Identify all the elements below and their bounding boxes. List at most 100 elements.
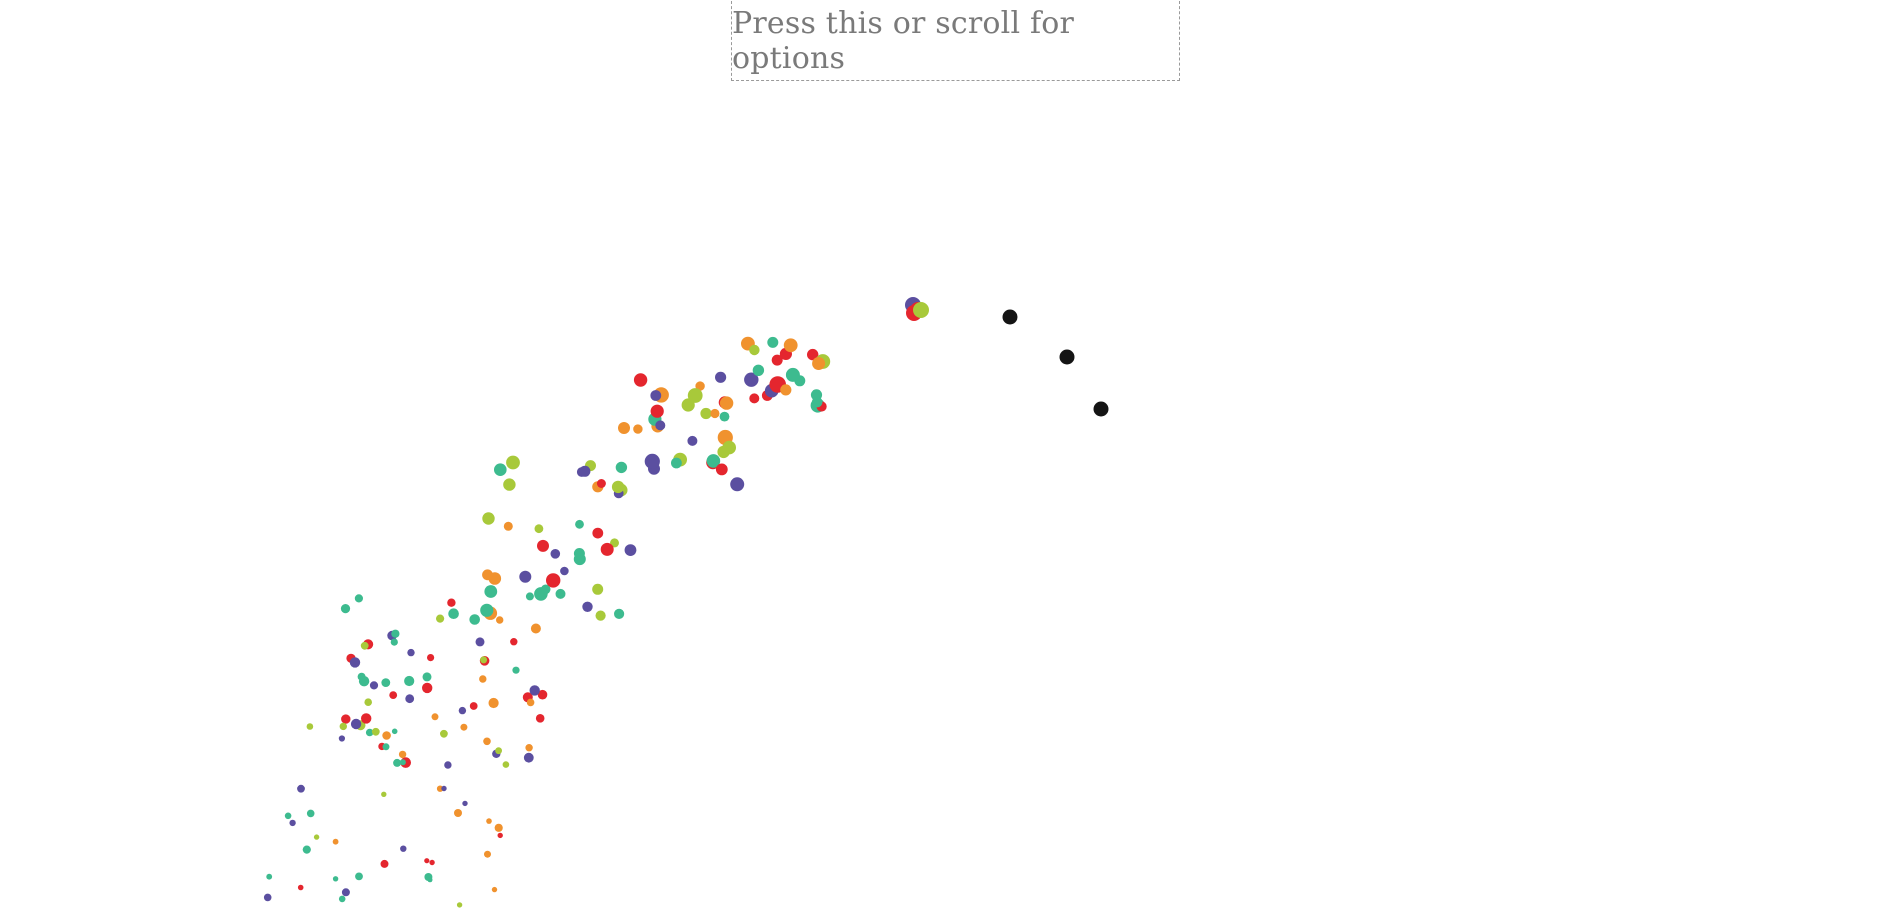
- particle-dot: [486, 818, 492, 824]
- particle-dot: [444, 761, 452, 769]
- particle-dot: [710, 408, 720, 419]
- particle-dot: [502, 761, 510, 768]
- particle-dot: [422, 682, 433, 694]
- particle-dot: [338, 735, 345, 742]
- particle-dot: [284, 812, 292, 820]
- particle-dot: [596, 479, 606, 488]
- particle-dot: [365, 728, 374, 737]
- particle-dot: [266, 873, 273, 880]
- particle-dot: [780, 384, 792, 396]
- particle-dot: [540, 584, 551, 595]
- particle-dot: [700, 407, 712, 420]
- particle-dot: [671, 457, 682, 469]
- particle-dot: [913, 302, 929, 318]
- particle-dot: [510, 638, 518, 646]
- particle-dot: [771, 354, 783, 366]
- particle-dot: [579, 465, 591, 477]
- particle-dot: [550, 549, 561, 559]
- particle-dot: [535, 714, 545, 723]
- particle-dot: [341, 888, 350, 897]
- particle-dot: [380, 859, 389, 868]
- particle-dot: [456, 902, 463, 908]
- particle-dot: [332, 876, 339, 882]
- particle-dot: [595, 610, 606, 621]
- particle-dot: [338, 895, 346, 903]
- particle-dot: [655, 420, 666, 431]
- particle-dot: [506, 455, 520, 470]
- particle-dot: [483, 737, 491, 746]
- particle-dot: [447, 598, 456, 607]
- particle-dot: [611, 480, 625, 494]
- particle-dot: [744, 372, 759, 387]
- particle-dot: [407, 648, 415, 657]
- particle-dot: [460, 723, 468, 731]
- particle-dot: [512, 666, 520, 674]
- particle-dot: [429, 859, 435, 866]
- particle-dot: [811, 396, 823, 408]
- particle-dot: [555, 588, 566, 599]
- particle-dot: [399, 759, 406, 766]
- particle-dot: [722, 440, 736, 455]
- particle-dot: [341, 714, 351, 724]
- particle-dot: [573, 553, 586, 566]
- particle-dot: [615, 461, 628, 474]
- particle-dot: [369, 681, 379, 690]
- particle-dot: [624, 544, 637, 556]
- particle-dot: [297, 884, 304, 891]
- particle-dot: [381, 791, 387, 797]
- particle-dot: [482, 512, 495, 525]
- options-button[interactable]: Press this or scroll for options: [731, 1, 1180, 81]
- particle-dot: [546, 573, 561, 588]
- particle-dot: [340, 604, 351, 614]
- particle-dot: [441, 785, 447, 792]
- particle-dot: [393, 758, 402, 767]
- particle-dot: [752, 364, 765, 376]
- particle-dot: [749, 393, 760, 404]
- particle-dot: [534, 524, 544, 534]
- particle-dot: [715, 463, 728, 476]
- particle-dot: [525, 592, 534, 601]
- particle-dot: [1002, 309, 1018, 325]
- particle-dot: [354, 594, 363, 603]
- particle-dot: [427, 877, 433, 883]
- particle-dot: [358, 676, 370, 687]
- particle-dot: [484, 850, 491, 858]
- particle-dot: [422, 672, 432, 682]
- particle-dot: [297, 784, 305, 793]
- particle-dot: [391, 629, 400, 638]
- particle-dot: [263, 893, 272, 902]
- particle-dot: [404, 675, 415, 687]
- particle-dot: [382, 731, 391, 740]
- particle-dot: [480, 656, 488, 664]
- particle-dot: [614, 608, 625, 620]
- particle-dot: [448, 608, 459, 619]
- particle-dot: [537, 539, 549, 552]
- particle-dot: [306, 723, 314, 730]
- particle-dot: [600, 542, 614, 556]
- particle-dot: [695, 381, 705, 391]
- particle-dot: [332, 838, 339, 845]
- particle-dot: [582, 601, 593, 612]
- particle-dot: [479, 675, 487, 683]
- particle-dot: [719, 411, 730, 422]
- particle-dot: [650, 404, 664, 418]
- particle-dot: [400, 845, 407, 852]
- particle-dot: [440, 729, 448, 738]
- particle-dot: [496, 616, 504, 624]
- particle-dot: [592, 527, 604, 539]
- particle-dot: [687, 388, 703, 403]
- particle-dot: [431, 713, 439, 721]
- particle-dot: [484, 585, 498, 598]
- particle-dot: [618, 422, 630, 434]
- particle-dot: [719, 396, 734, 410]
- particle-dot: [454, 809, 462, 817]
- particle-dot: [749, 344, 760, 356]
- particle-dot: [530, 623, 541, 634]
- particle-dot: [349, 657, 361, 668]
- particle-dot: [650, 390, 662, 401]
- particle-dot: [767, 336, 779, 348]
- particle-dot: [289, 819, 296, 827]
- particle-dot: [462, 800, 468, 807]
- particle-dot: [381, 678, 391, 687]
